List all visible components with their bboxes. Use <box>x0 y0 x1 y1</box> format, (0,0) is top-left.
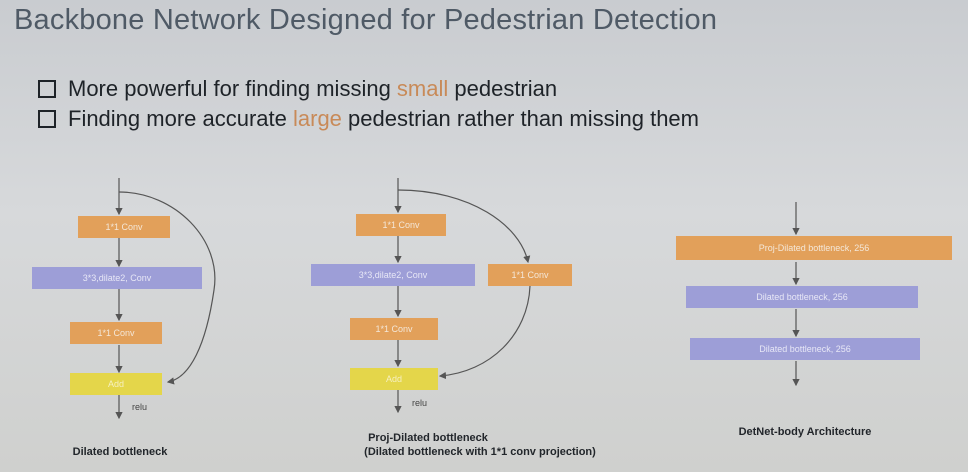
detnet-block1: Proj-Dilated bottleneck, 256 <box>676 236 952 260</box>
dilated-relu-label: relu <box>132 402 148 412</box>
bullet-text: Finding more accurate large pedestrian r… <box>68 106 699 132</box>
proj-conv3-block: 1*1 Conv <box>350 318 438 340</box>
detnet-block3: Dilated bottleneck, 256 <box>690 338 920 360</box>
dilated-conv3-block: 1*1 Conv <box>70 322 162 344</box>
bullet-highlight: small <box>396 76 449 101</box>
bullet-item: More powerful for finding missing small … <box>38 74 699 104</box>
bullet-list: More powerful for finding missing small … <box>38 74 699 134</box>
dilated-add-block: Add <box>70 373 162 395</box>
proj-add-block: Add <box>350 368 438 390</box>
bullet-text-before: Finding more accurate <box>68 106 293 131</box>
bullet-item: Finding more accurate large pedestrian r… <box>38 104 699 134</box>
detnet-caption: DetNet-body Architecture <box>738 426 872 438</box>
checkbox-square-icon <box>38 80 56 98</box>
bullet-text-before: More powerful for finding missing <box>68 76 397 101</box>
checkbox-square-icon <box>38 110 56 128</box>
slide-title: Backbone Network Designed for Pedestrian… <box>14 4 718 36</box>
proj-caption-line2: (Dilated bottleneck with 1*1 conv projec… <box>364 446 596 458</box>
proj-conv2-block: 3*3,dilate2, Conv <box>311 264 475 286</box>
bullet-highlight: large <box>293 106 342 131</box>
bullet-text: More powerful for finding missing small … <box>68 76 557 102</box>
proj-relu-label: relu <box>412 398 428 408</box>
bullet-text-after: pedestrian rather than missing them <box>341 106 699 131</box>
dilated-conv1-block: 1*1 Conv <box>78 216 170 238</box>
proj-conv1-block: 1*1 Conv <box>356 214 446 236</box>
bullet-text-after: pedestrian <box>448 76 558 101</box>
proj-projection-block: 1*1 Conv <box>488 264 572 286</box>
detnet-block2: Dilated bottleneck, 256 <box>686 286 918 308</box>
dilated-caption: Dilated bottleneck <box>72 446 168 458</box>
dilated-conv2-block: 3*3,dilate2, Conv <box>32 267 202 289</box>
proj-caption-line1: Proj-Dilated bottleneck <box>368 432 488 444</box>
